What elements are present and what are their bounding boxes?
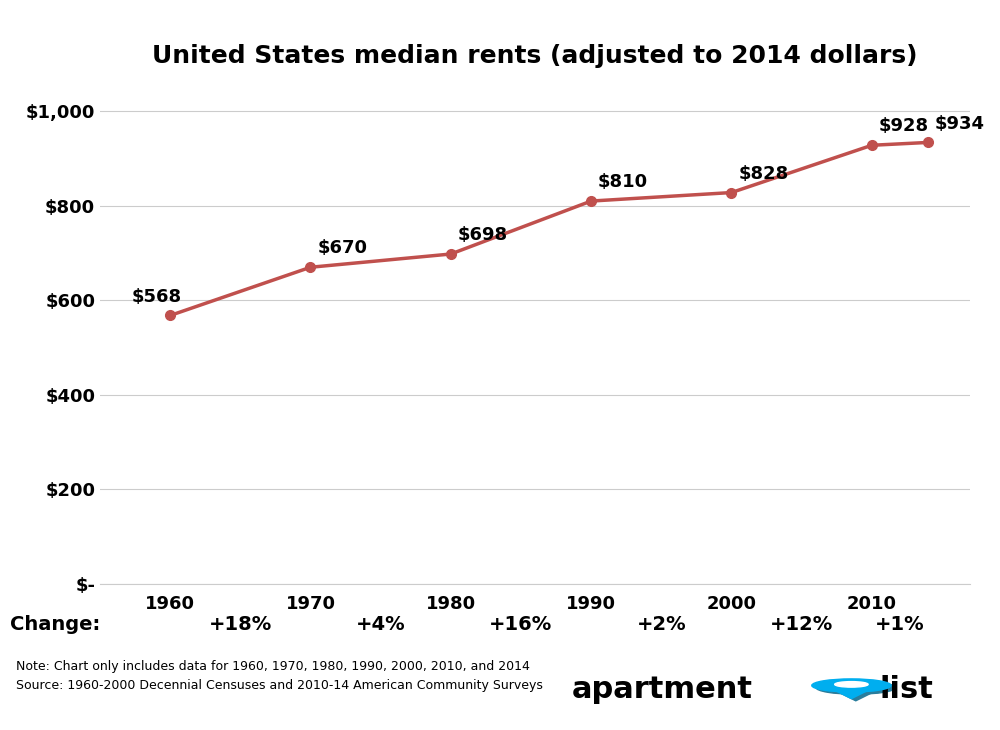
Text: +18%: +18%: [209, 615, 272, 634]
Text: +4%: +4%: [356, 615, 405, 634]
Title: United States median rents (adjusted to 2014 dollars): United States median rents (adjusted to …: [152, 44, 918, 68]
Polygon shape: [834, 690, 878, 701]
Text: $928: $928: [879, 118, 929, 135]
Text: $810: $810: [598, 173, 648, 191]
Circle shape: [812, 679, 891, 692]
Text: $568: $568: [131, 288, 181, 306]
Text: Change:: Change:: [10, 615, 100, 634]
Text: +16%: +16%: [489, 615, 553, 634]
Polygon shape: [829, 688, 873, 699]
Text: apartment: apartment: [572, 675, 753, 704]
Text: Note: Chart only includes data for 1960, 1970, 1980, 1990, 2000, 2010, and 2014
: Note: Chart only includes data for 1960,…: [16, 660, 542, 692]
Text: +12%: +12%: [770, 615, 833, 634]
Text: $670: $670: [317, 239, 367, 258]
Text: +2%: +2%: [636, 615, 686, 634]
Circle shape: [835, 682, 868, 687]
Text: list: list: [880, 675, 934, 704]
Text: $828: $828: [738, 165, 789, 182]
Text: $934: $934: [935, 115, 985, 133]
Text: +1%: +1%: [875, 615, 925, 634]
Text: $698: $698: [458, 226, 508, 244]
Circle shape: [816, 681, 895, 694]
